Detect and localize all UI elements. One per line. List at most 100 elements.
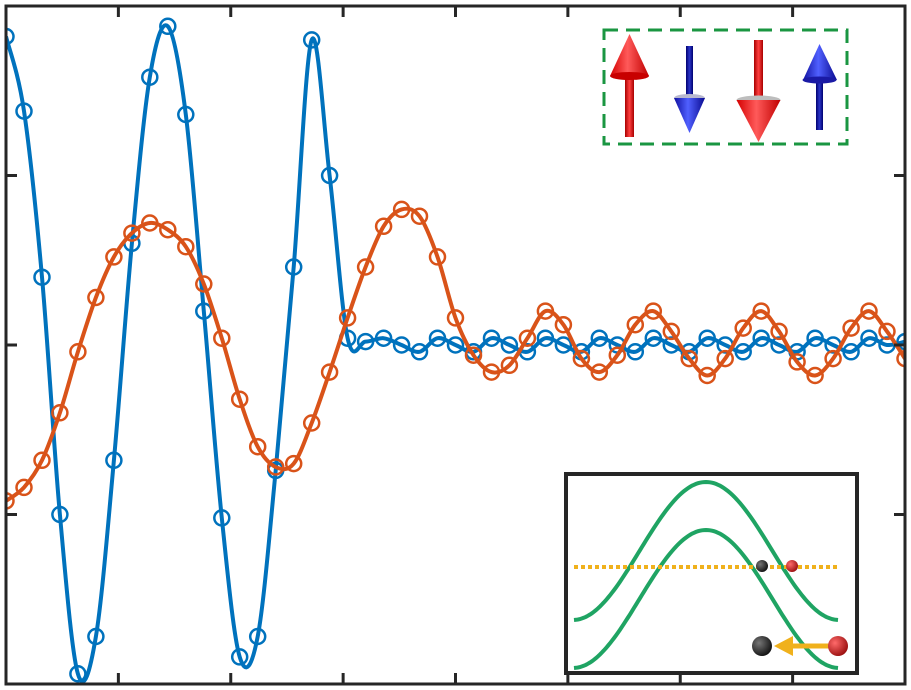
- series-1-point-13: [230, 648, 249, 666]
- series-2-point-12: [213, 329, 231, 347]
- series-2-point-43: [770, 322, 788, 341]
- series-2-point-26: [464, 346, 483, 364]
- series-1-point-20: [356, 332, 375, 351]
- series-2-point-19: [338, 309, 357, 327]
- series-2-point-34: [608, 346, 627, 364]
- series-1-point-42: [752, 329, 770, 347]
- series-2-point-7: [123, 224, 141, 242]
- spin-up-blue-arrow-icon: [802, 44, 837, 130]
- inset-ball-dark: [752, 636, 772, 656]
- series-1-point-25: [446, 336, 465, 354]
- series-2-point-46: [824, 349, 842, 368]
- series-2-point-36: [644, 302, 663, 320]
- spin-legend: [602, 28, 849, 146]
- series-2-point-13: [230, 390, 249, 408]
- series-1-point-31: [554, 336, 573, 354]
- series-1-point-50: [896, 332, 905, 351]
- inset-arrow-left-icon: [774, 636, 793, 656]
- series-1-point-47: [842, 343, 860, 361]
- inset-band-upper: [573, 479, 839, 622]
- series-2-point-23: [410, 207, 429, 225]
- series-2-point-48: [860, 302, 878, 320]
- series-2-point-31: [554, 315, 573, 334]
- series-1-point-24: [428, 329, 447, 347]
- series-2-point-27: [482, 363, 501, 381]
- series-2-point-32: [572, 349, 591, 368]
- series-2-point-28: [500, 356, 519, 375]
- series-2-point-17: [302, 414, 321, 432]
- series-1-point-12: [213, 509, 231, 527]
- inset-particle-dark: [756, 560, 768, 572]
- series-1-point-3: [51, 505, 69, 524]
- series-1-point-17: [302, 31, 321, 49]
- series-2-point-11: [195, 275, 213, 293]
- series-2-point-49: [878, 322, 896, 341]
- series-1-point-21: [374, 329, 393, 347]
- series-1-point-18: [320, 166, 339, 185]
- series-1-point-5: [87, 627, 105, 646]
- axis-ticks: [6, 6, 905, 684]
- series-2-point-0: [6, 492, 15, 510]
- series-1-point-41: [734, 343, 752, 361]
- inset-ball-red: [828, 636, 848, 656]
- series-2-point-22: [392, 200, 411, 219]
- series-2-point-16: [284, 454, 303, 473]
- series-2-point-20: [356, 258, 375, 276]
- series-2-point-39: [698, 366, 716, 385]
- series-2-point-6: [105, 248, 123, 266]
- series-2-point-40: [716, 349, 734, 368]
- series-1-point-48: [860, 329, 878, 347]
- series-2-point-25: [446, 309, 465, 327]
- series-2-point-5: [87, 288, 105, 307]
- series-1-point-14: [248, 627, 267, 646]
- series-2-point-38: [680, 349, 698, 368]
- series-2-point-44: [788, 353, 806, 371]
- series-1-point-22: [392, 336, 411, 354]
- spin-up-red-arrow-icon: [610, 34, 649, 137]
- series-1-point-6: [105, 451, 123, 470]
- series-2-point-24: [428, 248, 447, 266]
- series-2-point-37: [662, 322, 681, 341]
- series-2-point-33: [590, 363, 609, 381]
- series-2-point-45: [806, 366, 824, 385]
- series-2-point-35: [626, 315, 645, 334]
- series-2-point-50: [896, 349, 905, 368]
- series-2-point-15: [266, 458, 285, 476]
- series-2-point-4: [69, 343, 87, 361]
- series-2-line: [6, 206, 905, 503]
- series-2-point-8: [141, 214, 159, 232]
- series-1-point-8: [141, 68, 159, 86]
- spin-down-blue-arrow-icon: [674, 46, 705, 133]
- series-2-point-41: [734, 319, 752, 337]
- series-1-point-4: [69, 665, 87, 683]
- series-1-point-9: [159, 17, 177, 36]
- series-1-point-2: [33, 268, 51, 286]
- series-2-point-47: [842, 319, 860, 337]
- series-1-point-16: [284, 258, 303, 276]
- series-2-point-21: [374, 217, 393, 236]
- series-1-point-39: [698, 329, 716, 347]
- spin-down-red-arrow-icon: [736, 40, 781, 142]
- series-2-point-29: [518, 329, 537, 347]
- plot-area: [6, 17, 905, 684]
- series-1-point-28: [500, 336, 519, 354]
- series-1-point-30: [536, 329, 555, 347]
- series-2-point-1: [15, 478, 33, 497]
- series-2-point-10: [177, 237, 195, 256]
- series-2-point-3: [51, 404, 69, 422]
- series-1-point-45: [806, 329, 824, 347]
- series-1-point-0: [6, 27, 15, 46]
- series-1-point-35: [626, 343, 645, 361]
- series-1-point-10: [177, 105, 195, 124]
- spin-legend-border: [602, 28, 849, 146]
- series-2-point-30: [536, 302, 555, 320]
- series-1-point-23: [410, 343, 429, 361]
- series-2-point-42: [752, 302, 770, 320]
- series-2-point-14: [248, 437, 267, 456]
- potential-inset: [564, 472, 859, 675]
- series-1-point-27: [482, 329, 501, 347]
- series-2-point-2: [33, 451, 51, 470]
- inset-particle-red: [786, 560, 798, 572]
- series-2: [6, 200, 905, 510]
